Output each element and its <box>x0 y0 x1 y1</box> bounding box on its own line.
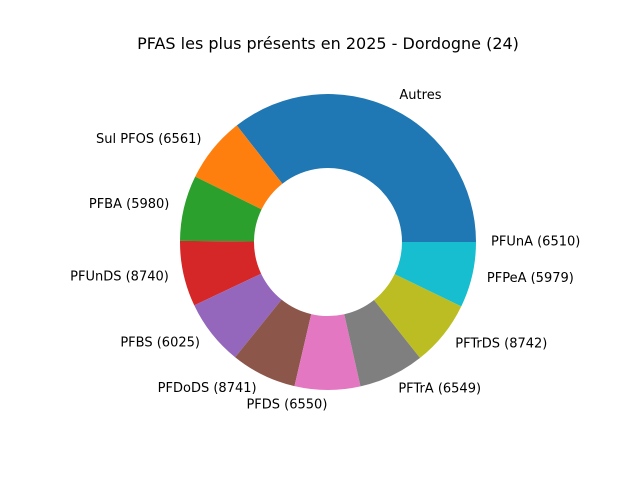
slice-pfds-6550 <box>294 314 361 391</box>
slice-label-pftrds-8742: PFTrDS (8742) <box>455 336 547 351</box>
slice-pftra-6549 <box>344 299 421 387</box>
slice-label-sul-pfos-6561: Sul PFOS (6561) <box>96 132 201 147</box>
slice-label-pfbs-6025: PFBS (6025) <box>120 335 200 350</box>
slice-pfbs-6025 <box>194 273 282 358</box>
slice-label-pftra-6549: PFTrA (6549) <box>398 382 481 397</box>
slice-autres <box>236 93 476 243</box>
slice-pftrds-8742 <box>374 274 462 358</box>
slice-pfunds-8740 <box>179 240 262 306</box>
slice-pfdods-8741 <box>235 299 312 387</box>
slice-label-pfpea-5979: PFPeA (5979) <box>487 271 574 286</box>
slice-label-pfunds-8740: PFUnDS (8740) <box>70 270 169 285</box>
slice-label-pfuna-6510: PFUnA (6510) <box>491 235 580 250</box>
pie-labels: Autres Sul PFOS (6561) PFBA (5980) PFUnDS (… <box>70 88 580 413</box>
slice-label-autres: Autres <box>399 88 441 103</box>
slice-label-pfba-5980: PFBA (5980) <box>89 197 170 212</box>
slice-label-pfdods-8741: PFDoDS (8741) <box>158 381 257 396</box>
slice-pfpea-5979 <box>394 242 476 307</box>
slice-label-pfds-6550: PFDS (6550) <box>246 397 327 412</box>
slice-pfba-5980 <box>180 176 262 242</box>
pie-slices <box>179 93 476 391</box>
chart-title: PFAS les plus présents en 2025 - Dordogn… <box>137 34 519 53</box>
slice-sul-pfos-6561 <box>195 125 283 210</box>
